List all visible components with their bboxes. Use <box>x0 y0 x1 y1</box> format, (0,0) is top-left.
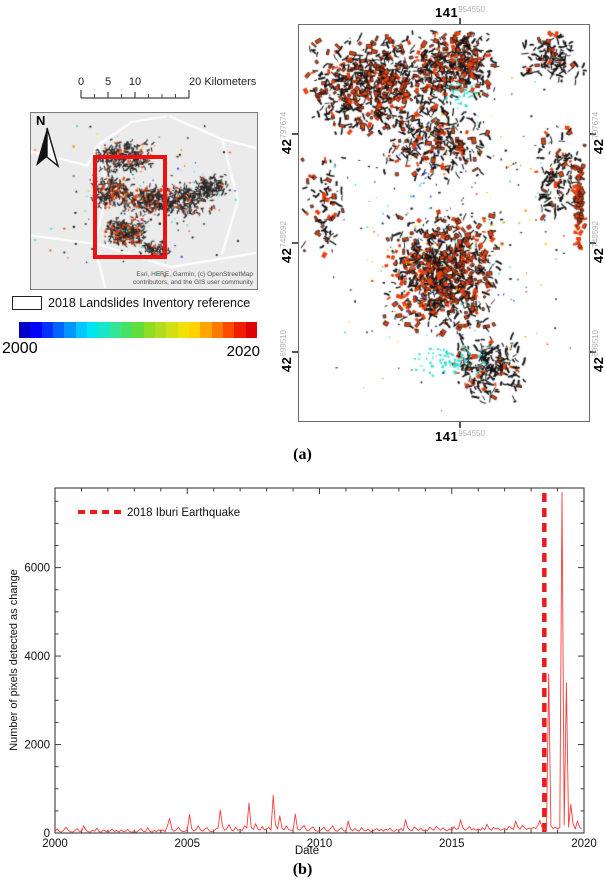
north-label: N <box>36 113 46 128</box>
colorbar-segment <box>200 322 212 338</box>
coord-label-top: 141954550 <box>435 5 485 20</box>
map-tick-right-2 <box>590 242 596 244</box>
main-map-canvas <box>299 25 588 420</box>
legend-swatch <box>12 296 42 310</box>
colorbar-segment <box>98 322 110 338</box>
svg-text:4000: 4000 <box>24 651 50 663</box>
colorbar-segment <box>166 322 178 338</box>
scale-bar-label-5: 5 <box>104 76 112 88</box>
colorbar-segment <box>19 322 31 338</box>
map-tick-left-3 <box>292 351 298 353</box>
scale-bar-label-0: 0 <box>77 76 85 88</box>
colorbar-segment <box>211 322 223 338</box>
coord-label-right-3: 42699510 <box>591 329 605 373</box>
colorbar-segment <box>143 322 155 338</box>
map-tick-right-3 <box>590 351 596 353</box>
colorbar-segment <box>30 322 42 338</box>
colorbar-segment <box>64 322 76 338</box>
svg-text:2005: 2005 <box>174 838 200 850</box>
coord-label-left-3: 42699510 <box>279 329 294 373</box>
map-tick-right-1 <box>590 133 596 135</box>
svg-text:2015: 2015 <box>439 838 465 850</box>
coord-label-left-2: 42748592 <box>279 220 294 264</box>
chart-x-axis-label: Date <box>294 845 320 857</box>
colorbar-segment <box>52 322 65 338</box>
colorbar-segment <box>86 322 99 338</box>
scale-bar: 0 5 10 20 Kilometers <box>70 76 270 102</box>
chart-y-axis-label: Number of pixels detected as change <box>8 569 20 751</box>
colorbar-segment <box>234 322 246 338</box>
map-tick-top <box>459 18 461 24</box>
legend-label: 2018 Landslides Inventory reference <box>48 296 251 310</box>
colorbar-segment <box>188 322 201 338</box>
map-tick-left-2 <box>292 242 298 244</box>
colorbar-segment <box>109 322 121 338</box>
coord-label-left-1: 42797674 <box>279 111 294 155</box>
main-map <box>298 24 590 422</box>
colorbar-segment <box>120 322 133 338</box>
map-attribution: Esri, HERE, Garmin, (c) OpenStreetMap co… <box>133 271 253 287</box>
colorbar-segment <box>75 322 87 338</box>
map-tick-left-1 <box>292 133 298 135</box>
colorbar-segment <box>245 322 257 338</box>
coord-label-right-1: 42797674 <box>591 111 605 155</box>
colorbar-segment <box>132 322 144 338</box>
caption-a: (a) <box>293 446 312 463</box>
svg-text:2010: 2010 <box>307 838 333 850</box>
year-colorbar <box>19 322 257 338</box>
caption-b: (b) <box>292 861 313 878</box>
colorbar-end-label: 2020 <box>226 343 260 360</box>
colorbar-segment <box>177 322 189 338</box>
svg-text:2018 Iburi Earthquake: 2018 Iburi Earthquake <box>127 507 240 519</box>
svg-text:2000: 2000 <box>42 838 68 850</box>
inset-map: Esri, HERE, Garmin, (c) OpenStreetMap co… <box>30 112 258 290</box>
map-tick-bottom <box>459 422 461 428</box>
colorbar-start-label: 2000 <box>2 340 38 357</box>
svg-text:2000: 2000 <box>24 740 50 752</box>
extent-rectangle <box>93 155 167 259</box>
colorbar-segment <box>154 322 167 338</box>
scale-bar-label-10: 10 <box>128 76 142 88</box>
colorbar-segment <box>41 322 53 338</box>
svg-text:2020: 2020 <box>571 838 597 850</box>
north-arrow-icon <box>36 127 60 168</box>
svg-text:0: 0 <box>44 828 50 840</box>
svg-text:6000: 6000 <box>24 563 50 575</box>
scale-bar-ruler <box>80 90 190 99</box>
scale-bar-label-20: 20 Kilometers <box>189 76 257 88</box>
coord-label-bottom: 141954550 <box>435 429 485 444</box>
colorbar-segment <box>222 322 235 338</box>
coord-label-right-2: 42748592 <box>591 220 605 264</box>
